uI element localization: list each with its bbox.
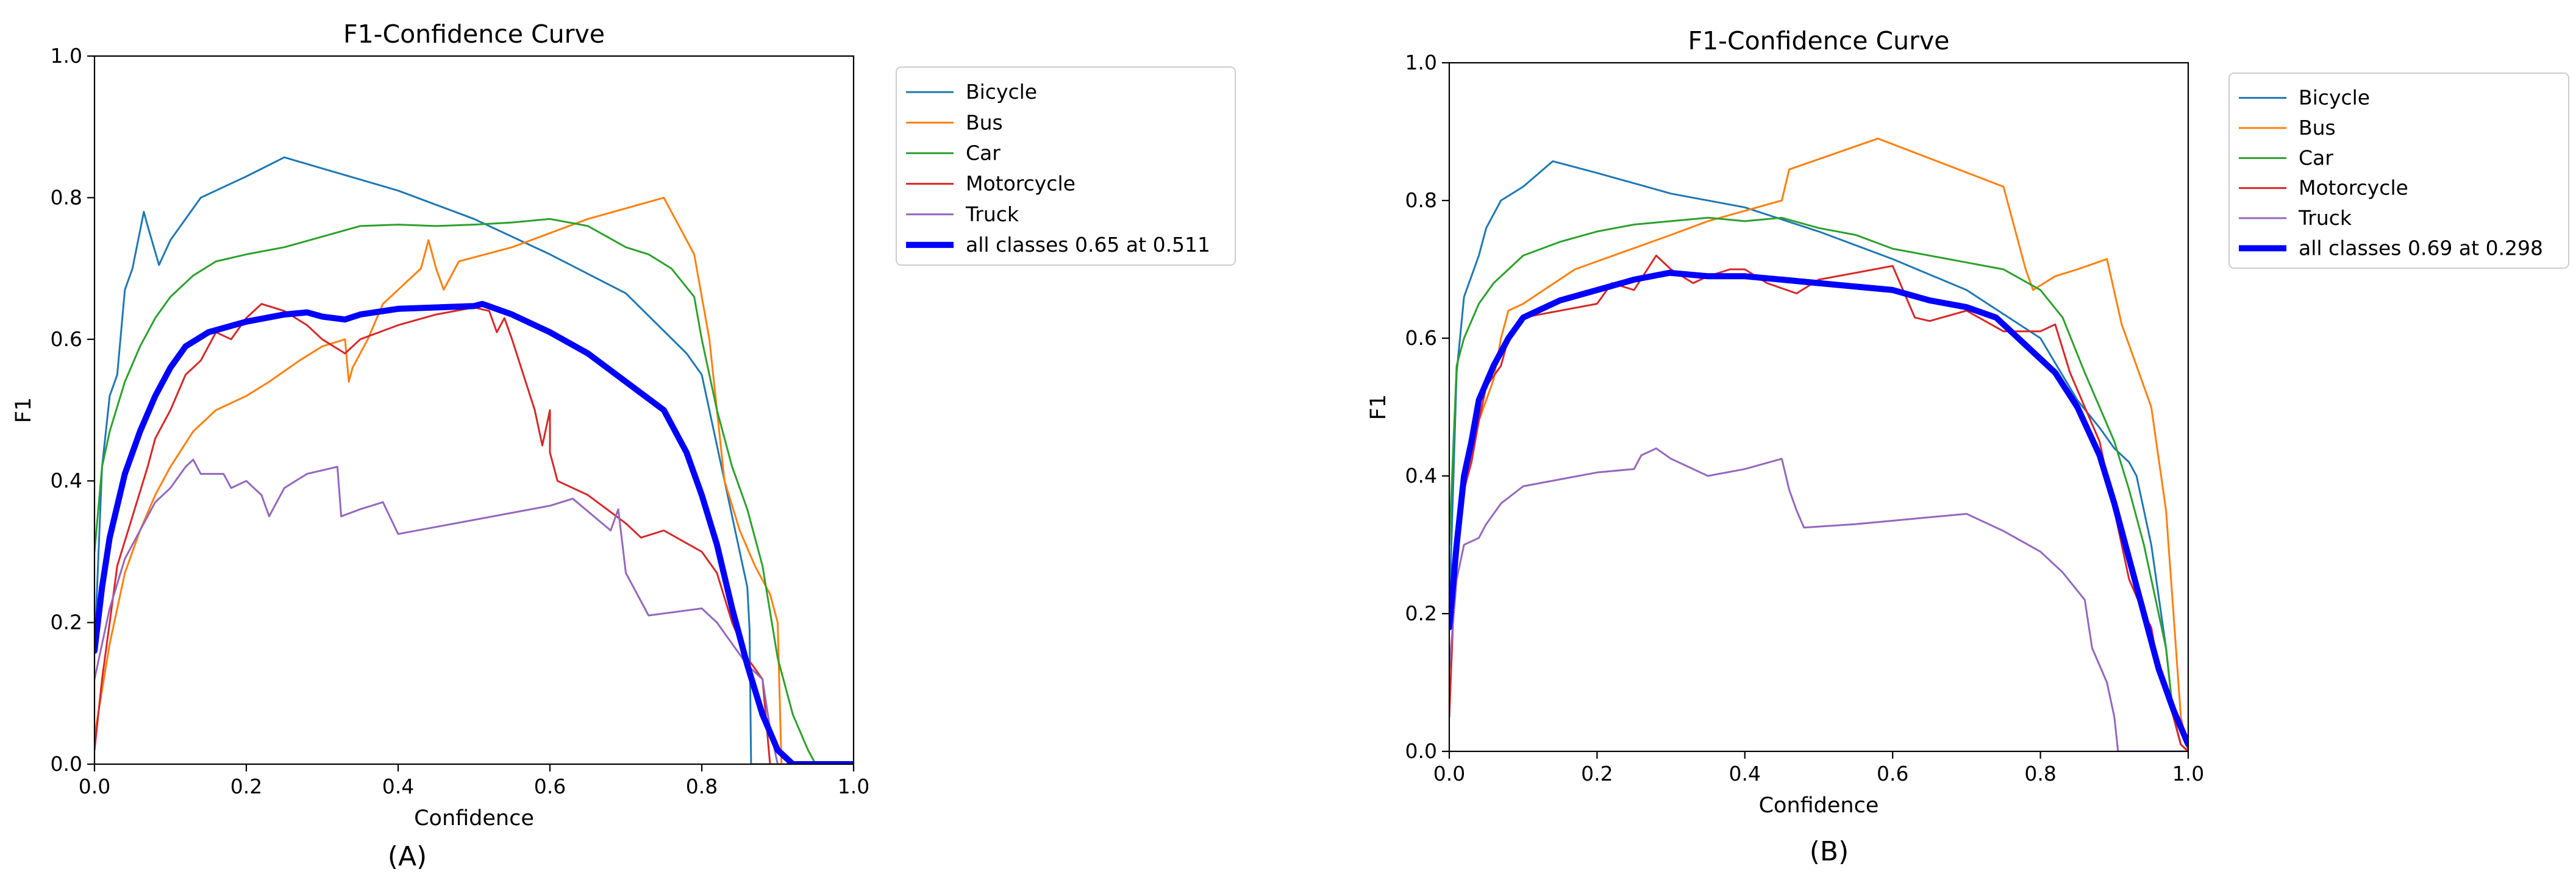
x-tick-label: 0.8 <box>686 775 718 798</box>
y-tick-label: 0.8 <box>1405 188 1437 212</box>
series-line-truck <box>1449 447 2188 751</box>
x-axis-label: Confidence <box>414 806 534 831</box>
panel-label: (A) <box>388 841 427 872</box>
x-tick-label: 0.2 <box>1581 762 1613 785</box>
series-line-bicycle <box>95 156 854 764</box>
legend-label: Car <box>2299 146 2333 169</box>
series-line-car <box>1449 216 2188 751</box>
y-tick-label: 0.2 <box>51 611 82 634</box>
series-group <box>95 156 854 764</box>
y-axis-label: F1 <box>1366 394 1391 420</box>
x-tick-label: 1.0 <box>2172 762 2204 785</box>
y-tick-label: 0.6 <box>1405 326 1437 350</box>
chart-panel-a: 0.0 0.2 0.4 0.6 0.8 1.0 0.0 0.2 0.4 0.6 0.8 1.0 F1-C… <box>12 20 1236 872</box>
y-tick-label: 0.4 <box>51 469 82 492</box>
y-tick-label: 1.0 <box>51 44 82 68</box>
x-tick-label: 0.2 <box>230 775 262 798</box>
legend-label: all classes 0.65 at 0.511 <box>966 233 1210 257</box>
y-tick-label: 0.0 <box>51 752 82 776</box>
legend-label: Truck <box>965 202 1019 226</box>
legend-label: Motorcycle <box>2299 176 2408 200</box>
axes-frame <box>93 55 855 765</box>
chart-title: F1-Confidence Curve <box>343 20 605 49</box>
series-line-bus <box>95 196 854 764</box>
x-tick-label: 0.4 <box>382 775 414 798</box>
y-tick-label: 0.8 <box>51 185 82 209</box>
legend-label: Truck <box>2298 206 2352 230</box>
legend-box <box>896 66 1236 266</box>
series-line-truck <box>95 458 854 764</box>
chart-panel-b: 0.0 0.2 0.4 0.6 0.8 1.0 0.0 0.2 0.4 0.6 0.8 1.0 F1-C… <box>1366 26 2569 867</box>
legend-label: Car <box>966 141 1001 165</box>
legend-label: all classes 0.69 at 0.298 <box>2299 236 2543 260</box>
x-tick-label: 0.8 <box>2024 762 2056 785</box>
series-line-bus <box>1449 137 2188 751</box>
x-tick-label: 0.6 <box>534 775 566 798</box>
series-group <box>1449 137 2188 751</box>
series-line-all-classes <box>95 300 854 764</box>
legend: Bicycle Bus Car Motorcycle Truck all classes … <box>896 66 1236 266</box>
x-tick-label: 0.6 <box>1877 762 1908 785</box>
legend-label: Bus <box>966 110 1003 134</box>
x-tick-label: 0.4 <box>1729 762 1761 785</box>
x-axis-label: Confidence <box>1759 793 1879 818</box>
series-line-bicycle <box>1449 160 2188 751</box>
legend: Bicycle Bus Car Motorcycle Truck all classes … <box>2228 73 2569 269</box>
y-tick-label: 0.4 <box>1405 464 1437 488</box>
y-tick-label: 1.0 <box>1405 51 1437 74</box>
y-tick-label: 0.2 <box>1405 601 1437 625</box>
plot-area <box>1449 63 2188 751</box>
legend-label: Motorcycle <box>966 172 1076 196</box>
x-tick-label: 0.0 <box>79 775 110 798</box>
panel-label: (B) <box>1810 836 1849 867</box>
series-line-motorcycle <box>95 303 854 764</box>
series-line-car <box>95 218 854 764</box>
legend-label: Bicycle <box>2299 86 2370 110</box>
x-tick-label: 1.0 <box>838 775 869 798</box>
y-tick-label: 0.0 <box>1405 739 1437 763</box>
series-line-all-classes <box>1449 269 2188 748</box>
legend-label: Bus <box>2299 116 2336 140</box>
plot-area <box>95 56 854 764</box>
chart-title: F1-Confidence Curve <box>1688 26 1950 55</box>
x-tick-label: 0.0 <box>1433 762 1465 785</box>
legend-box <box>2228 73 2569 269</box>
legend-label: Bicycle <box>966 80 1037 104</box>
y-axis-label: F1 <box>12 397 36 423</box>
axes-frame <box>1448 62 2189 753</box>
y-tick-label: 0.6 <box>51 327 82 351</box>
